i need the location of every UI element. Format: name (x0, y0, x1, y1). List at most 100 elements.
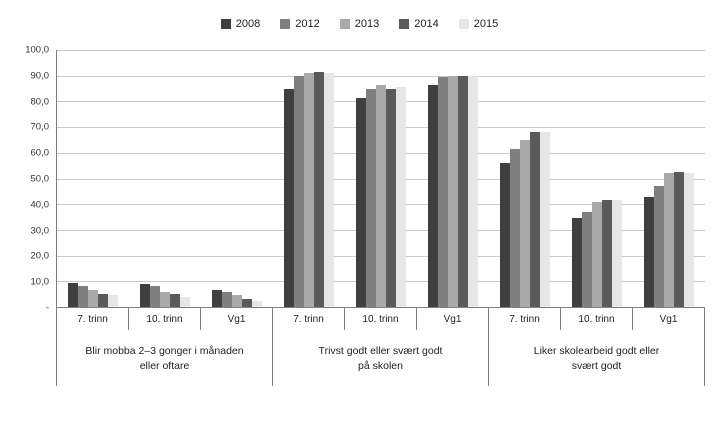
bar-2012-cat7 (582, 211, 592, 307)
bar-2008-cat8 (644, 196, 654, 307)
bar-2014-cat3 (314, 71, 324, 307)
bar-2014-cat8 (674, 172, 684, 307)
bar-2014-cat5 (458, 75, 468, 307)
bar-cluster-5 (417, 50, 489, 307)
bar-clusters (57, 50, 705, 307)
bar-2015-cat3 (324, 73, 334, 307)
bar-2015-cat5 (468, 75, 478, 307)
bar-2012-cat3 (294, 75, 304, 307)
category-axis: 7. trinn 10. trinn Vg1 7. trinn 10. trinn Vg1… (0, 308, 719, 386)
bar-2012-cat5 (438, 77, 448, 307)
bar-2013-cat1 (160, 291, 170, 307)
y-tick-label: 70,0 (30, 121, 50, 133)
subcategory-label-4: 10. trinn (345, 308, 417, 330)
bar-2012-cat0 (78, 286, 88, 307)
y-tick-label: 10,0 (30, 276, 50, 288)
bar-2014-cat7 (602, 200, 612, 307)
bar-2012-cat8 (654, 186, 664, 307)
legend-item-2012: 2012 (280, 18, 320, 30)
bar-cluster-4 (345, 50, 417, 307)
subcategory-label-3: 7. trinn (273, 308, 345, 330)
bar-2013-cat5 (448, 75, 458, 307)
bar-2015-cat8 (684, 173, 694, 307)
bar-2008-cat3 (284, 88, 294, 307)
bar-2014-cat6 (530, 132, 540, 307)
subcategory-label-2: Vg1 (201, 308, 273, 330)
group-label-1: Trivst godt eller svært godt på skolen (273, 330, 489, 386)
bar-cluster-1 (129, 50, 201, 307)
bar-2012-cat2 (222, 291, 232, 307)
bar-2015-cat4 (396, 87, 406, 307)
legend-item-2015: 2015 (458, 18, 499, 30)
legend-swatch-2014 (399, 19, 410, 29)
bar-2013-cat3 (304, 73, 314, 307)
y-tick-label: 90,0 (30, 70, 50, 82)
bar-cluster-3 (273, 50, 345, 307)
bar-2015-cat0 (108, 295, 118, 307)
legend-swatch-2008 (220, 19, 231, 29)
plot-area (56, 50, 705, 308)
y-tick-label: - (45, 302, 49, 314)
bar-2012-cat4 (366, 88, 376, 307)
bar-2013-cat4 (376, 84, 386, 307)
gridline (57, 75, 705, 77)
bar-2008-cat5 (428, 84, 438, 307)
legend-swatch-2012 (280, 19, 291, 29)
subcategory-label-1: 10. trinn (129, 308, 201, 330)
bar-2014-cat1 (170, 294, 180, 307)
gridline (57, 50, 705, 51)
legend-swatch-2015 (458, 19, 469, 29)
bar-cluster-7 (561, 50, 633, 307)
bar-2013-cat6 (520, 139, 530, 307)
legend-label-2015: 2015 (473, 18, 499, 30)
bar-2012-cat1 (150, 286, 160, 307)
y-axis: 100,0 90,0 80,0 70,0 60,0 50,0 40,0 30,0 20,0 10,… (10, 45, 56, 314)
bar-2013-cat0 (88, 290, 98, 307)
bar-2008-cat4 (356, 97, 366, 307)
bar-2014-cat2 (242, 299, 252, 307)
legend-label-2012: 2012 (295, 18, 320, 30)
bar-2008-cat2 (212, 290, 222, 307)
plot-row: 100,0 90,0 80,0 70,0 60,0 50,0 40,0 30,0 20,0 10,… (0, 45, 719, 314)
legend-item-2008: 2008 (220, 18, 261, 30)
bar-cluster-2 (201, 50, 273, 307)
y-tick-label: 100,0 (25, 44, 49, 56)
bar-2015-cat7 (612, 200, 622, 307)
y-tick-label: 60,0 (30, 147, 50, 159)
group-label-0: Blir mobba 2–3 gonger i månaden eller of… (57, 330, 273, 386)
bar-cluster-8 (633, 50, 705, 307)
subcategory-label-7: 10. trinn (561, 308, 633, 330)
legend-label-2014: 2014 (414, 18, 439, 30)
y-tick-label: 80,0 (30, 96, 50, 108)
bar-2014-cat0 (98, 294, 108, 307)
bar-2008-cat6 (500, 163, 510, 307)
bar-cluster-6 (489, 50, 561, 307)
legend-swatch-2013 (339, 19, 350, 29)
bar-2008-cat7 (572, 218, 582, 307)
legend-label-2008: 2008 (235, 18, 261, 30)
y-tick-label: 30,0 (30, 225, 50, 237)
subcategory-label-8: Vg1 (633, 308, 705, 330)
legend-item-2014: 2014 (399, 18, 439, 30)
bar-2013-cat7 (592, 201, 602, 307)
bar-2015-cat1 (180, 296, 190, 307)
y-tick-label: 40,0 (30, 199, 50, 211)
bar-2012-cat6 (510, 148, 520, 307)
subcategory-label-6: 7. trinn (489, 308, 561, 330)
bar-2008-cat1 (140, 283, 150, 307)
group-label-row: Blir mobba 2–3 gonger i månaden eller of… (56, 330, 705, 386)
bar-2013-cat8 (664, 173, 674, 307)
legend-item-2013: 2013 (339, 18, 380, 30)
subcategory-row: 7. trinn 10. trinn Vg1 7. trinn 10. trinn Vg1… (56, 308, 705, 330)
legend-label-2013: 2013 (354, 18, 380, 30)
bar-2015-cat2 (252, 300, 262, 307)
y-tick-label: 20,0 (30, 250, 50, 262)
bar-2008-cat0 (68, 282, 78, 307)
subcategory-label-0: 7. trinn (57, 308, 129, 330)
group-label-2: Liker skolearbeid godt eller svært godt (489, 330, 705, 386)
bar-cluster-0 (57, 50, 129, 307)
chart-legend: 2008 2012 2013 2014 2015 (0, 16, 719, 32)
y-tick-label: 50,0 (30, 173, 50, 185)
bar-2015-cat6 (540, 132, 550, 307)
